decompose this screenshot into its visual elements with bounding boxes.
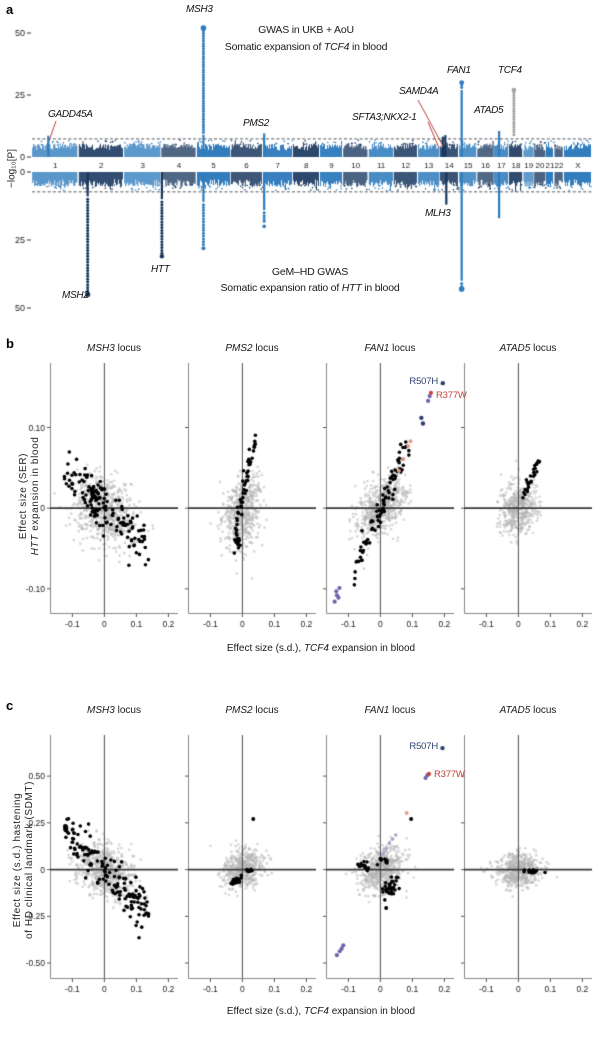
panel-c-title-fan1: FAN1 locus bbox=[364, 705, 416, 716]
panel-b-annotation-r377w: R377W bbox=[436, 390, 467, 401]
panel-a-bottom-study-line2: Somatic expansion ratio of HTT in blood bbox=[220, 282, 400, 294]
panel-b-atad5-scatter bbox=[460, 355, 594, 640]
gene-label-pms2-top: PMS2 bbox=[243, 118, 270, 129]
panel-c-title-msh3: MSH3 locus bbox=[87, 705, 141, 716]
panel-c-title-pms2: PMS2 locus bbox=[225, 705, 279, 716]
panel-b-title-atad5: ATAD5 locus bbox=[499, 343, 557, 354]
gene-label-atad5-top: ATAD5 bbox=[474, 105, 504, 116]
panel-b-x-axis-label: Effect size (s.d.), TCF4 expansion in bl… bbox=[226, 643, 416, 654]
panel-b-title-msh3: MSH3 locus bbox=[87, 343, 141, 354]
gene-label-samd4a: SAMD4A bbox=[399, 86, 439, 97]
panel-a-bottom-study-line1: GeM–HD GWAS bbox=[271, 266, 349, 278]
panel-c-atad5-scatter bbox=[460, 728, 594, 1006]
panel-c-fan1-scatter bbox=[322, 728, 456, 1006]
panel-c-msh3-scatter bbox=[4, 728, 180, 1006]
gene-label-htt: HTT bbox=[151, 264, 170, 275]
panel-a-miami-plot bbox=[0, 0, 600, 332]
panel-b-title-fan1: FAN1 locus bbox=[364, 343, 416, 354]
panel-b-msh3-scatter bbox=[4, 355, 180, 640]
gene-label-mlh3: MLH3 bbox=[425, 208, 451, 219]
panel-a-top-study-line2: Somatic expansion of TCF4 in blood bbox=[224, 41, 388, 53]
panel-b-letter: b bbox=[6, 336, 14, 351]
gene-label-sfta3-nkx2-1: SFTA3;NKX2-1 bbox=[352, 112, 417, 123]
panel-c-title-atad5: ATAD5 locus bbox=[499, 705, 557, 716]
panel-b-fan1-scatter bbox=[322, 355, 456, 640]
panel-b-title-pms2: PMS2 locus bbox=[225, 343, 279, 354]
panel-c-pms2-scatter bbox=[184, 728, 318, 1006]
panel-b-y-axis-label: Effect size (SER) HTT expansion in blood bbox=[18, 436, 41, 556]
panel-a-y-axis-label: −log₁₀[P] bbox=[6, 149, 18, 188]
panel-c-letter: c bbox=[6, 698, 14, 713]
gene-label-gadd45a: GADD45A bbox=[48, 109, 93, 120]
panel-b-pms2-scatter bbox=[184, 355, 318, 640]
panel-b-annotation-r507h: R507H bbox=[409, 376, 438, 387]
panel-c-annotation-r507h: R507H bbox=[409, 741, 438, 752]
gene-label-msh3-top: MSH3 bbox=[186, 4, 213, 15]
panel-c-y-axis-label: Effect size (s.d.) hastening of HD clini… bbox=[12, 780, 35, 940]
panel-a-letter: a bbox=[6, 2, 14, 17]
panel-c-annotation-r377w: R377W bbox=[434, 769, 465, 780]
gene-label-tcf4-top: TCF4 bbox=[498, 65, 522, 76]
panel-c-x-axis-label: Effect size (s.d.), TCF4 expansion in bl… bbox=[226, 1006, 416, 1017]
panel-a-top-study-line1: GWAS in UKB + AoU bbox=[258, 24, 354, 36]
gene-label-fan1-top: FAN1 bbox=[447, 65, 471, 76]
gene-label-msh2: MSH2 bbox=[62, 290, 89, 301]
